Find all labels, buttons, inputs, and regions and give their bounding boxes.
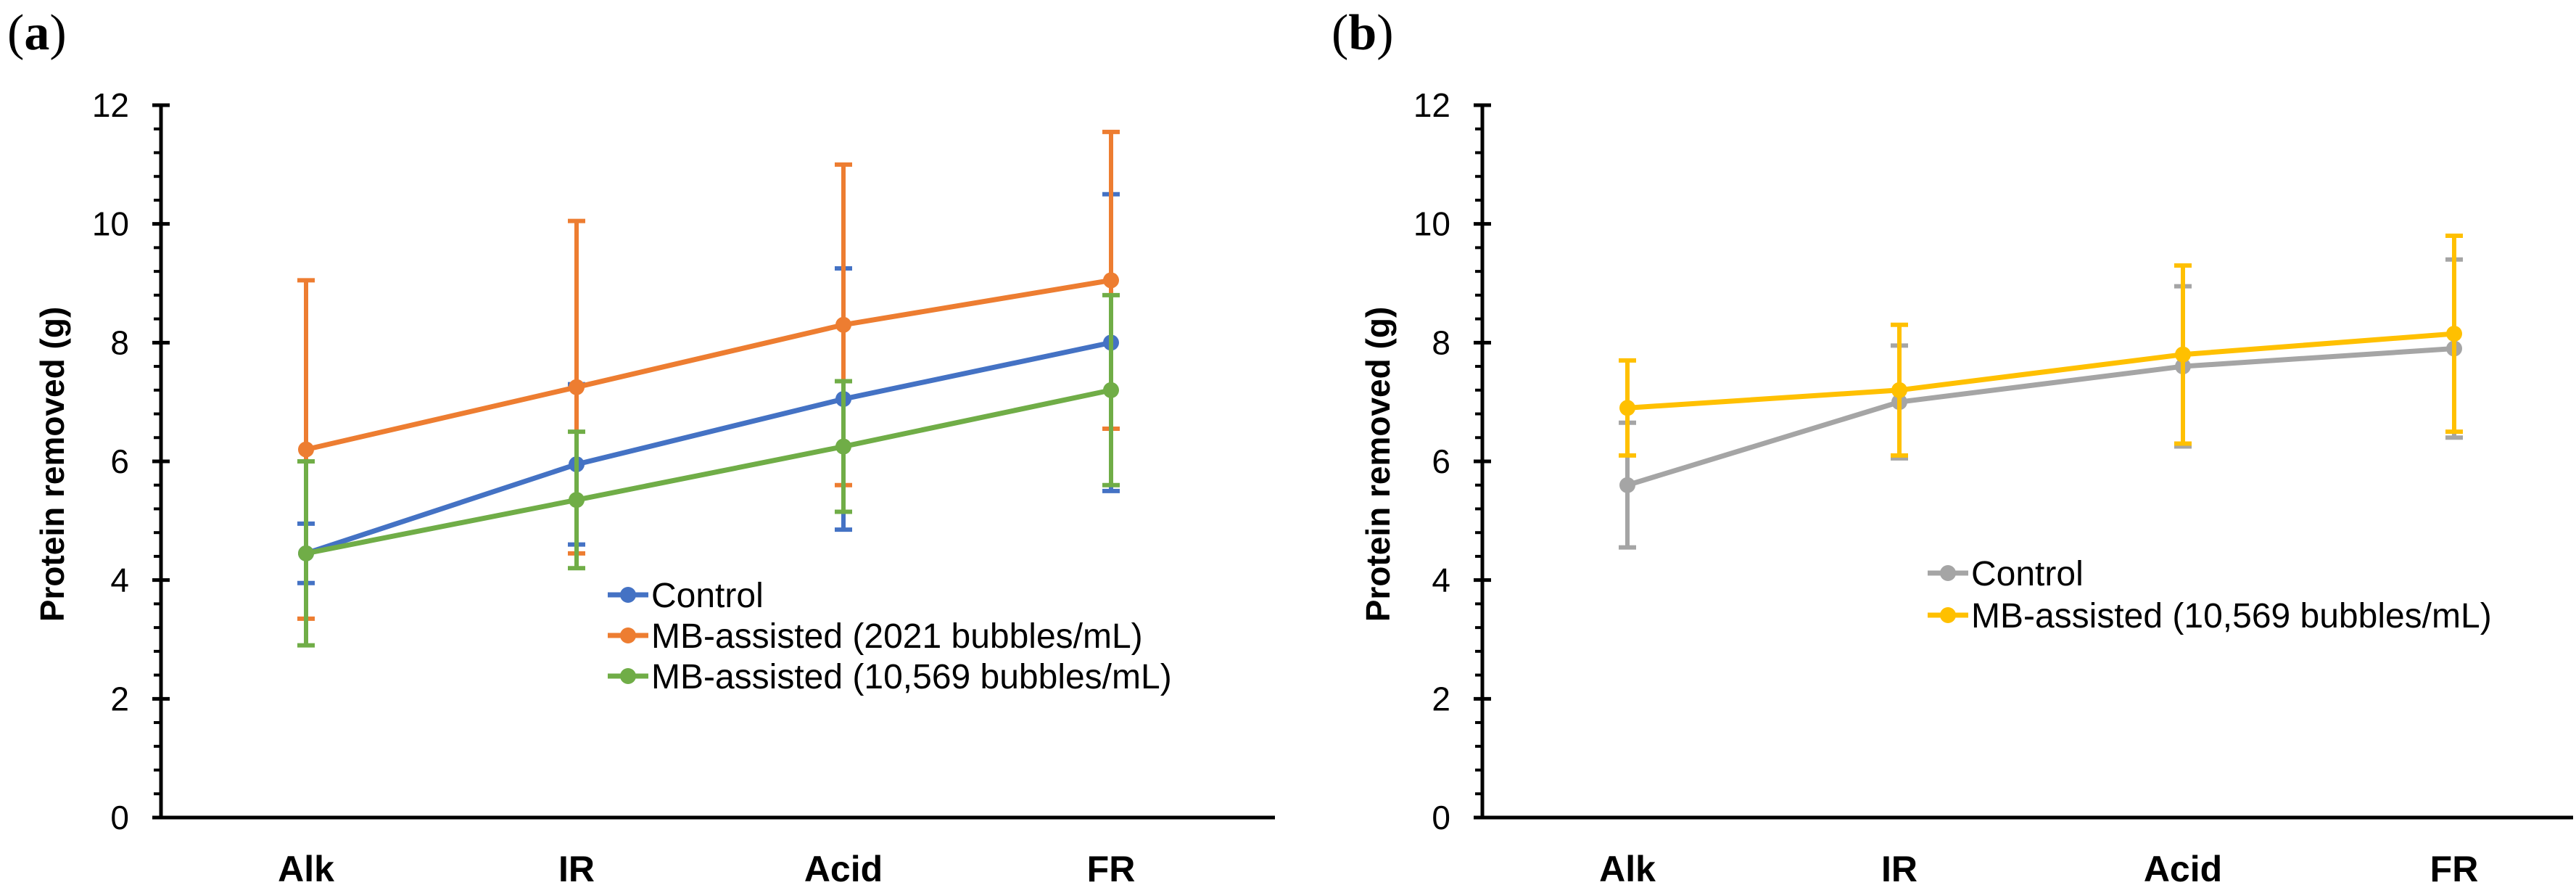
panel-a-data-point — [835, 438, 851, 455]
panel-a: (a) Protein removed (g) 0 2 4 6 8 10 12 Alk IR Ac… — [7, 5, 1275, 885]
panel-a-y-tick-label: 8 — [110, 324, 129, 361]
panel-a-series — [297, 129, 1120, 648]
panel-a-y-tick-label: 2 — [110, 680, 129, 717]
panel-b-y-axis-label: Protein removed (g) — [1359, 307, 1397, 622]
panel-a-series-line — [305, 339, 1112, 556]
panel-b-y-tick-label: 0 — [1432, 799, 1450, 836]
panel-b-data-point — [1619, 400, 1635, 416]
panel-b-legend-label: MB-assisted (10,569 bubbles/mL) — [1971, 597, 2492, 635]
panel-a-y-tick-label: 6 — [110, 442, 129, 480]
panel-a-y-tick-label: 12 — [92, 86, 129, 124]
panel-a-data-point — [569, 492, 585, 509]
panel-a-legend-marker — [620, 668, 636, 684]
panel-a-legend-label: Control — [651, 577, 764, 615]
panel-a-data-point — [298, 441, 314, 458]
panel-b-axes: 0 2 4 6 8 10 12 Alk IR Acid FR — [1413, 86, 2573, 885]
panel-b-series-line — [1626, 346, 2455, 488]
panel-b-x-tick-label: IR — [1881, 849, 1917, 885]
panel-a-legend-marker — [620, 587, 636, 603]
panel-b: (b) Protein removed (g) 0 2 4 6 8 10 12 Alk IR Ac… — [1332, 5, 2573, 885]
panel-a-series-line — [305, 387, 1112, 556]
panel-b-y-tick-label: 10 — [1413, 205, 1450, 243]
panel-b-y-tick-label: 12 — [1413, 86, 1450, 124]
panel-a-legend-label: MB-assisted (10,569 bubbles/mL) — [651, 658, 1172, 696]
panel-b-series-2 — [1619, 234, 2463, 458]
panel-b-series — [1619, 234, 2463, 550]
panel-b-y-tick-label: 4 — [1432, 561, 1450, 599]
panel-a-y-tick-label: 4 — [110, 561, 129, 599]
panel-a-x-tick-label: Alk — [278, 849, 334, 885]
panel-b-legend-marker — [1940, 565, 1956, 581]
panel-a-y-axis-label: Protein removed (g) — [33, 307, 71, 622]
panel-b-series-1 — [1619, 257, 2463, 550]
panel-a-label: (a) — [7, 5, 67, 61]
panel-a-x-tick-label: IR — [558, 849, 595, 885]
panel-b-data-point — [1619, 477, 1635, 493]
panel-b-y-tick-label: 6 — [1432, 442, 1450, 480]
panel-b-y-tick-label: 8 — [1432, 324, 1450, 361]
panel-b-label: (b) — [1332, 5, 1394, 61]
panel-a-data-point — [298, 545, 314, 561]
panel-b-data-point — [1891, 382, 1907, 398]
panel-b-data-point — [2446, 326, 2462, 342]
panel-a-axes: 0 2 4 6 8 10 12 Alk IR Acid FR — [92, 86, 1275, 885]
panel-b-x-tick-label: Alk — [1599, 849, 1656, 885]
panel-a-series-1 — [297, 192, 1120, 585]
panel-a-series-2 — [297, 129, 1120, 621]
panel-b-x-tick-label: Acid — [2144, 849, 2222, 885]
panel-a-data-point — [835, 316, 851, 333]
panel-a-x-tick-label: FR — [1087, 849, 1136, 885]
panel-a-x-tick-label: Acid — [804, 849, 883, 885]
panel-b-legend-marker — [1940, 607, 1956, 623]
panel-b-series-line — [1627, 331, 2455, 411]
panel-a-y-tick-label: 0 — [110, 799, 129, 836]
panel-a-data-point — [1103, 382, 1119, 398]
panel-a-y-tick-label: 10 — [92, 205, 129, 243]
panel-a-legend-label: MB-assisted (2021 bubbles/mL) — [651, 617, 1143, 656]
panel-b-legend-label: Control — [1971, 555, 2084, 593]
panel-b-legend: Control MB-assisted (10,569 bubbles/mL) — [1928, 555, 2492, 635]
panel-a-series-3 — [297, 292, 1120, 648]
panel-b-y-tick-label: 2 — [1432, 680, 1450, 717]
panel-b-data-point — [2175, 346, 2191, 363]
panel-a-data-point — [1103, 272, 1119, 289]
panel-b-x-tick-label: FR — [2430, 849, 2479, 885]
panel-a-data-point — [569, 379, 585, 395]
panel-a-series-line — [305, 277, 1112, 453]
panel-a-legend-marker — [620, 627, 636, 643]
